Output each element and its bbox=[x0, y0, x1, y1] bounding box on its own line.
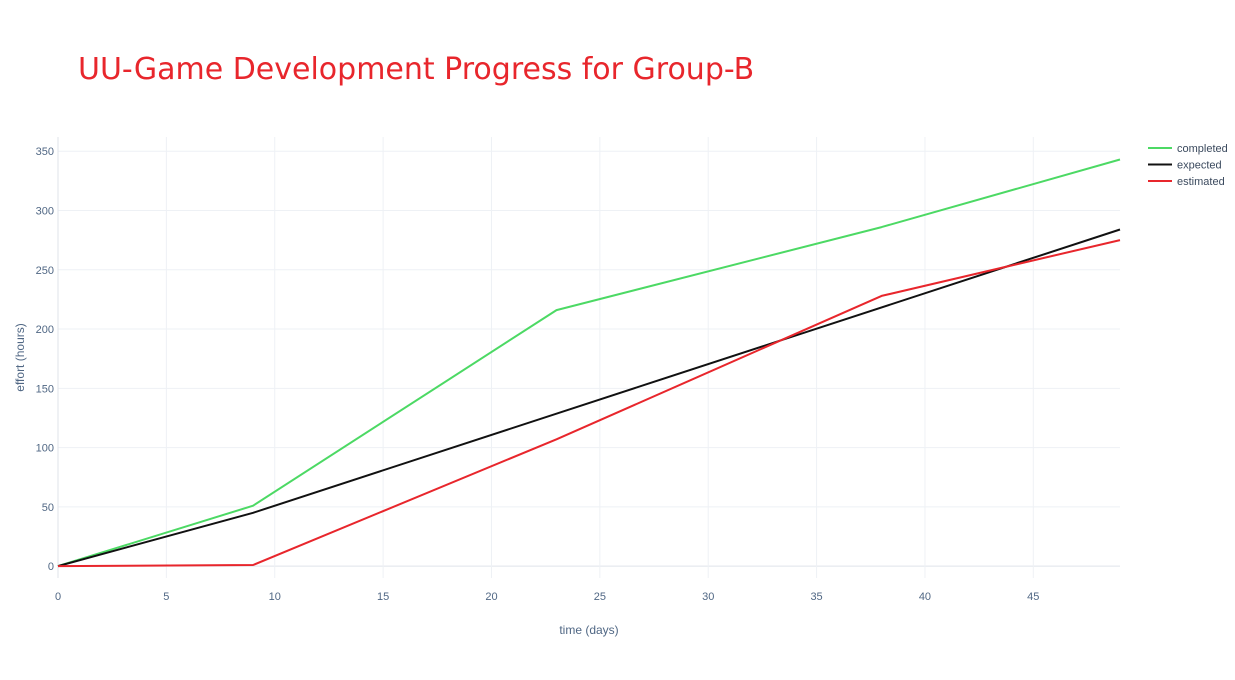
legend-item-estimated[interactable]: estimated bbox=[1148, 176, 1225, 188]
y-tick-label: 200 bbox=[36, 324, 54, 336]
y-tick-label: 350 bbox=[36, 146, 54, 158]
y-tick-label: 300 bbox=[36, 206, 54, 218]
x-tick-label: 40 bbox=[919, 591, 931, 603]
y-axis-title: effort (hours) bbox=[13, 323, 27, 391]
y-tick-label: 0 bbox=[48, 561, 54, 573]
x-tick-label: 45 bbox=[1027, 591, 1039, 603]
y-tick-label: 50 bbox=[42, 502, 54, 514]
legend-label: expected bbox=[1177, 160, 1222, 172]
y-tick-label: 100 bbox=[36, 443, 54, 455]
chart-title: UU-Game Development Progress for Group-B bbox=[78, 52, 755, 87]
series-line-estimated bbox=[57, 239, 1121, 568]
x-tick-label: 25 bbox=[594, 591, 606, 603]
legend-label: completed bbox=[1177, 143, 1228, 155]
y-tick-label: 250 bbox=[36, 265, 54, 277]
series-layer bbox=[57, 158, 1121, 568]
x-tick-label: 15 bbox=[377, 591, 389, 603]
x-tick-label: 0 bbox=[55, 591, 61, 603]
x-tick-label: 10 bbox=[269, 591, 281, 603]
x-tick-label: 30 bbox=[702, 591, 714, 603]
series-line-expected bbox=[57, 228, 1121, 568]
grid-layer bbox=[57, 137, 1120, 578]
legend-label: estimated bbox=[1177, 176, 1225, 188]
x-tick-label: 5 bbox=[163, 591, 169, 603]
x-tick-label: 20 bbox=[485, 591, 497, 603]
series-line-completed bbox=[57, 158, 1121, 568]
legend-item-completed[interactable]: completed bbox=[1148, 143, 1228, 155]
y-tick-label: 150 bbox=[36, 383, 54, 395]
legend-item-expected[interactable]: expected bbox=[1148, 160, 1222, 172]
x-axis-title: time (days) bbox=[559, 623, 618, 637]
legend[interactable]: completed expected estimated bbox=[1148, 143, 1228, 188]
axis-layer: 0 50 100 150 200 250 300 350 0 5 10 15 20 25 30 35 40 45 bbox=[36, 146, 1040, 603]
x-tick-label: 35 bbox=[810, 591, 822, 603]
